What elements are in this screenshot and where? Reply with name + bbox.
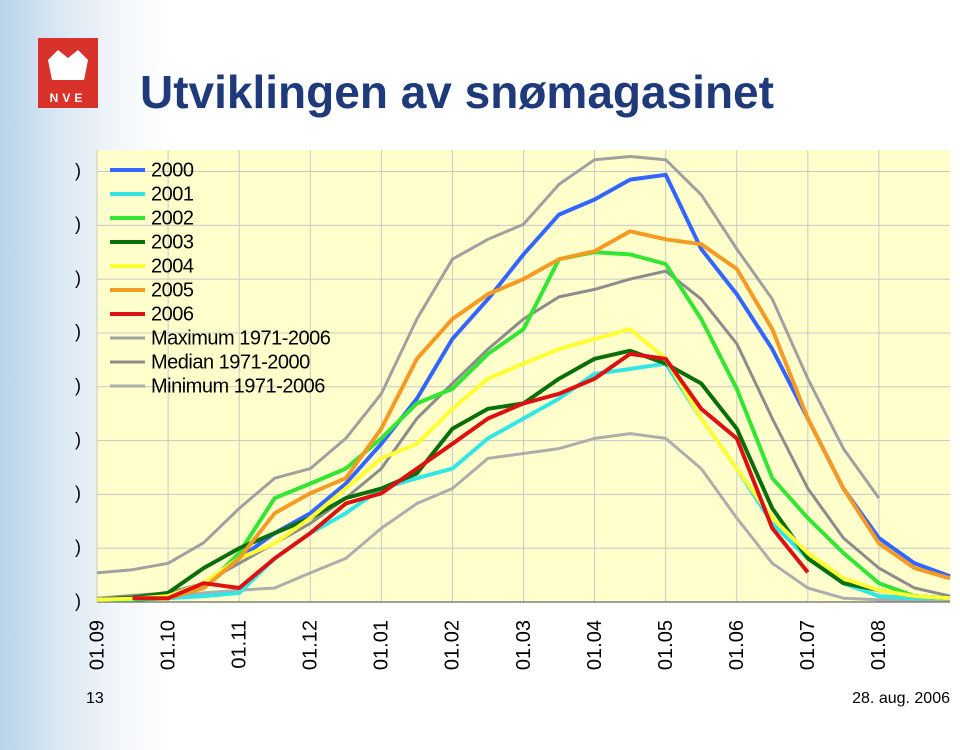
x-tick-label: 01.07	[797, 620, 819, 670]
series-line	[132, 351, 810, 601]
x-tick-label: 01.12	[300, 620, 322, 670]
legend-label: 2000	[151, 159, 194, 181]
legend-label: 2003	[151, 231, 194, 253]
x-tick-label: 01.11	[228, 620, 250, 669]
date: 28. aug. 2006	[852, 690, 950, 707]
y-tick-label: )	[75, 591, 81, 611]
legend-label: Maximum 1971-2006	[151, 327, 331, 349]
logo-lion	[48, 50, 88, 80]
chart-title: Utviklingen av snømagasinet	[140, 66, 774, 118]
x-tick-label: 01.04	[584, 620, 606, 670]
legend-label: 2002	[151, 207, 194, 229]
legend-label: 2001	[151, 183, 194, 205]
x-tick-label: 01.05	[655, 620, 677, 670]
y-tick-label: )	[75, 537, 81, 557]
x-tick-label: 01.10	[157, 620, 179, 670]
legend-label: 2005	[151, 279, 194, 301]
logo-text: NVE	[50, 91, 87, 105]
y-tick-label: )	[75, 268, 81, 288]
series-line	[167, 229, 951, 601]
series-line	[96, 269, 951, 600]
x-tick-label: 01.08	[868, 620, 890, 670]
series-line	[96, 250, 951, 602]
page-number: 13	[86, 690, 104, 707]
y-tick-label: )	[75, 483, 81, 503]
x-tick-label: 01.03	[513, 620, 535, 670]
y-tick-label: )	[75, 376, 81, 396]
y-tick-label: )	[75, 322, 81, 342]
x-tick-label: 01.06	[726, 620, 748, 670]
x-tick-label: 01.02	[442, 620, 464, 670]
legend-label: 2006	[151, 303, 194, 325]
series-line	[96, 155, 881, 575]
y-tick-label: )	[75, 214, 81, 234]
x-tick-label: 01.09	[86, 620, 108, 670]
legend-label: Median 1971-2000	[151, 351, 310, 373]
legend-label: Minimum 1971-2006	[151, 375, 325, 397]
x-tick-label: 01.01	[371, 620, 393, 670]
y-tick-label: )	[75, 160, 81, 180]
y-tick-label: )	[75, 429, 81, 449]
legend-label: 2004	[151, 255, 194, 277]
